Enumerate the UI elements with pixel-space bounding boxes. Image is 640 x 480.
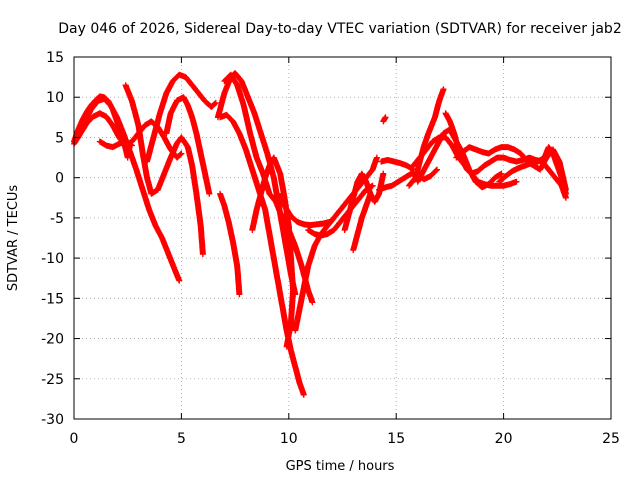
x-axis-ticks: 0 5 10 15 20 25 [70,57,620,447]
y-axis-label: SDTVAR / TECUs [6,185,21,292]
y-tick-label: 10 [46,90,64,106]
x-axis-label: GPS time / hours [286,459,395,474]
chart-title: Day 046 of 2026, Sidereal Day-to-day VTE… [58,21,621,37]
y-tick-label: -10 [41,251,64,267]
y-tick-label: -30 [41,412,64,428]
y-tick-label: -25 [41,372,64,388]
x-tick-label: 25 [602,431,620,447]
x-tick-label: 0 [70,431,79,447]
y-tick-label: -15 [41,291,64,307]
y-tick-label: -20 [41,332,64,348]
y-tick-label: 0 [55,171,64,187]
x-tick-label: 15 [387,431,405,447]
x-tick-label: 10 [280,431,298,447]
grid-lines [74,57,611,419]
y-axis-ticks: -30 -25 -20 -15 -10 -5 0 5 10 15 [41,50,611,428]
x-tick-label: 5 [177,431,186,447]
y-tick-label: 5 [55,130,64,146]
y-tick-label: -5 [50,211,64,227]
y-tick-label: 15 [46,50,64,66]
plot-frame [73,56,612,420]
x-tick-label: 20 [495,431,513,447]
